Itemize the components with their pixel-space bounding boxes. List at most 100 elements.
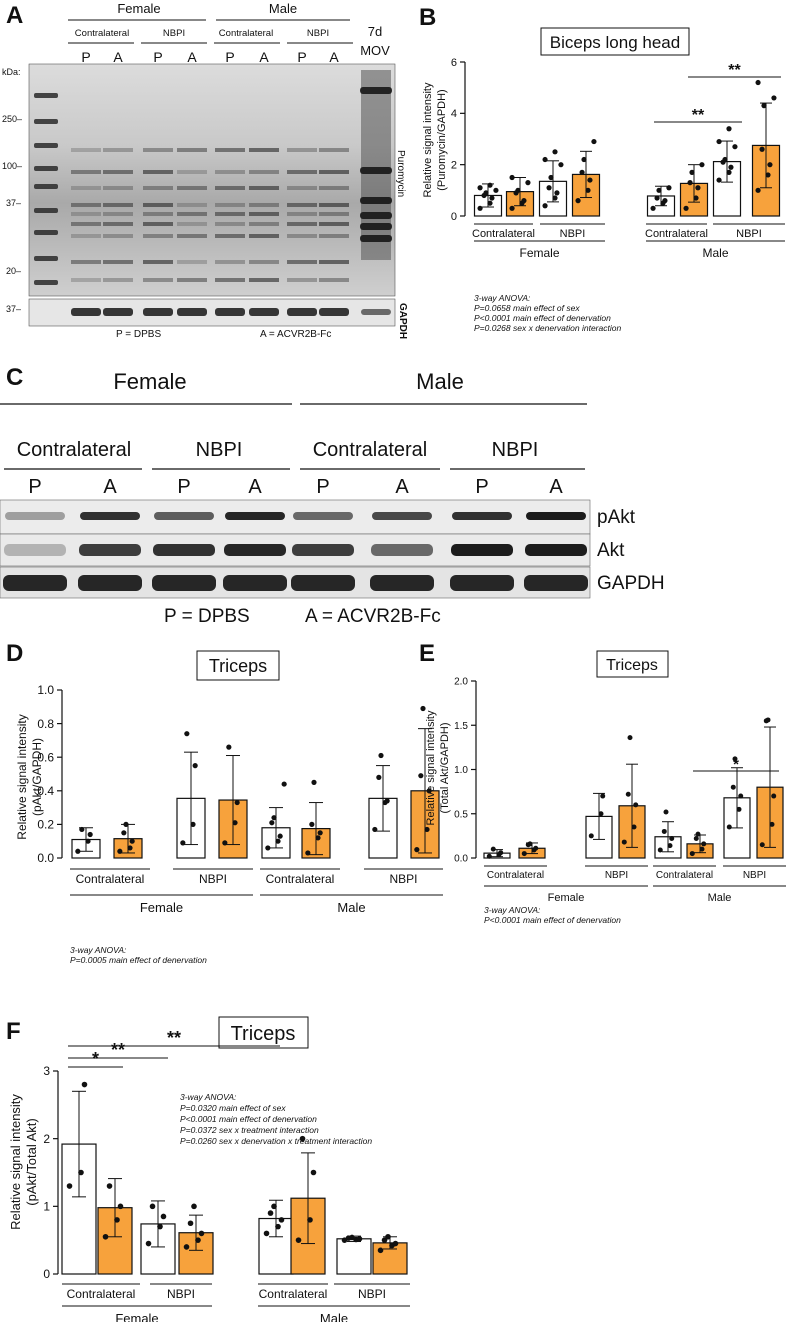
chart-d-point: [129, 838, 135, 844]
blot-a-ladder-band-8: [34, 256, 58, 261]
blot-a-band: [319, 278, 349, 282]
chart-b-sub-label: Contralateral: [645, 228, 708, 240]
chart-e-y-tick-label: 0.5: [454, 809, 468, 820]
blot-a-band: [287, 148, 317, 152]
blot-a-sub-3: Contralateral: [219, 28, 273, 39]
blot-c-gapdh-band: [3, 575, 67, 591]
blot-a-band: [319, 260, 349, 264]
blot-a-band: [319, 234, 349, 238]
chart-b-point: [585, 187, 591, 193]
svg-text:3-way ANOVA:: 3-way ANOVA:: [474, 293, 531, 303]
chart-f-point: [117, 1203, 124, 1210]
blot-c-gapdh-band: [291, 575, 355, 591]
blot-a-lane-5: P: [225, 49, 234, 65]
blot-a-band: [287, 260, 317, 264]
chart-e-point: [521, 851, 527, 857]
chart-b-point: [509, 205, 515, 211]
chart-e-point: [736, 806, 742, 812]
blot-a-mov: MOV: [360, 43, 390, 58]
blot-a-band: [215, 260, 245, 264]
chart-f-point: [381, 1237, 388, 1243]
blot-a-marker-250: 250–: [2, 114, 22, 124]
chart-b-point: [509, 174, 515, 181]
chart-d-y-tick-label: 0.2: [37, 818, 54, 832]
blot-a-gapdh-band: [249, 308, 279, 316]
blot-a-ladder-band-9: [34, 280, 58, 285]
blot-a-band: [287, 234, 317, 238]
chart-b-y-tick-label: 0: [451, 211, 457, 223]
svg-text:P=0.0658 main effect of sex: P=0.0658 main effect of sex: [474, 303, 580, 313]
chart-e-point: [771, 793, 777, 799]
chart-f-point: [195, 1237, 201, 1243]
chart-d-ylabel-1: Relative signal intensity: [15, 714, 29, 839]
blot-c-row-akt: Akt: [597, 540, 625, 561]
blot-a-kda: kDa:: [2, 67, 21, 77]
blot-a-lane-7: P: [297, 49, 306, 65]
blot-a-label-puromycin: Puromycin: [395, 150, 406, 197]
blot-a-band: [177, 148, 207, 152]
chart-e-point: [759, 842, 765, 848]
chart-b-point: [575, 198, 581, 204]
chart-f-point: [278, 1217, 285, 1223]
chart-b-point: [683, 205, 689, 211]
chart-b-point: [552, 195, 558, 201]
blot-a-sub-1: Contralateral: [75, 28, 129, 39]
chart-d-point: [372, 826, 378, 833]
blot-a-band: [249, 234, 279, 238]
chart-b-point: [693, 195, 699, 201]
chart-b-point: [581, 156, 587, 163]
chart-e-point: [701, 841, 707, 847]
chart-f-point: [106, 1183, 113, 1189]
blot-a-band: [287, 222, 317, 226]
chart-b-point: [650, 205, 656, 211]
blot-a-band: [143, 148, 173, 152]
blot-a-band: [177, 212, 207, 216]
chart-e-point: [669, 836, 675, 842]
chart-b-point: [656, 187, 662, 193]
chart-f-point: [114, 1217, 120, 1223]
svg-text:P=0.0320 main effect of sex: P=0.0320 main effect of sex: [180, 1103, 286, 1113]
blot-a-ladder-band-5: [34, 184, 58, 189]
chart-b-point: [755, 79, 761, 86]
panel-letter-d: D: [6, 640, 24, 667]
blot-c-akt-band: [525, 544, 587, 556]
chart-d-point: [234, 799, 240, 806]
chart-b-point: [726, 126, 732, 132]
chart-b-point: [767, 162, 773, 168]
chart-b-point: [542, 156, 548, 163]
blot-a-band: [71, 222, 101, 226]
chart-d-y-tick-label: 0.8: [37, 717, 54, 731]
chart-d-title: Triceps: [209, 656, 267, 676]
chart-b-point: [525, 180, 531, 186]
blot-a-mov-band: [360, 87, 392, 94]
chart-f-bar-4: [178, 1232, 214, 1275]
chart-f-point: [299, 1135, 306, 1142]
blot-a-band: [287, 278, 317, 282]
panel-letter-f: F: [6, 1018, 21, 1045]
blot-c-lane-1: P: [28, 476, 41, 498]
chart-b-point: [521, 198, 527, 204]
chart-e-y-tick-label: 1.5: [454, 721, 468, 732]
chart-b-point: [716, 138, 722, 145]
blot-a-band: [215, 222, 245, 226]
blot-a-band: [103, 186, 133, 190]
blot-a-ladder-band-4: [34, 166, 58, 171]
svg-text:P=0.0005 main effect of denerv: P=0.0005 main effect of denervation: [70, 955, 207, 965]
svg-text:P<0.0001 main effect of denerv: P<0.0001 main effect of denervation: [474, 313, 611, 323]
blot-a-band: [287, 170, 317, 174]
chart-f-point: [385, 1233, 391, 1240]
blot-a-band: [249, 222, 279, 226]
chart-d-sub-label: NBPI: [199, 872, 227, 886]
chart-e-title: Triceps: [606, 657, 658, 674]
chart-d-point: [309, 821, 315, 828]
chart-b-point: [761, 103, 767, 109]
chart-e-point: [732, 756, 738, 762]
chart-b-point: [654, 195, 660, 201]
chart-e-point: [627, 735, 633, 741]
chart-e-sub-label: Contralateral: [487, 870, 544, 881]
chart-b-point: [695, 185, 701, 191]
chart-d-point: [275, 838, 281, 844]
chart-f-point: [356, 1236, 363, 1242]
